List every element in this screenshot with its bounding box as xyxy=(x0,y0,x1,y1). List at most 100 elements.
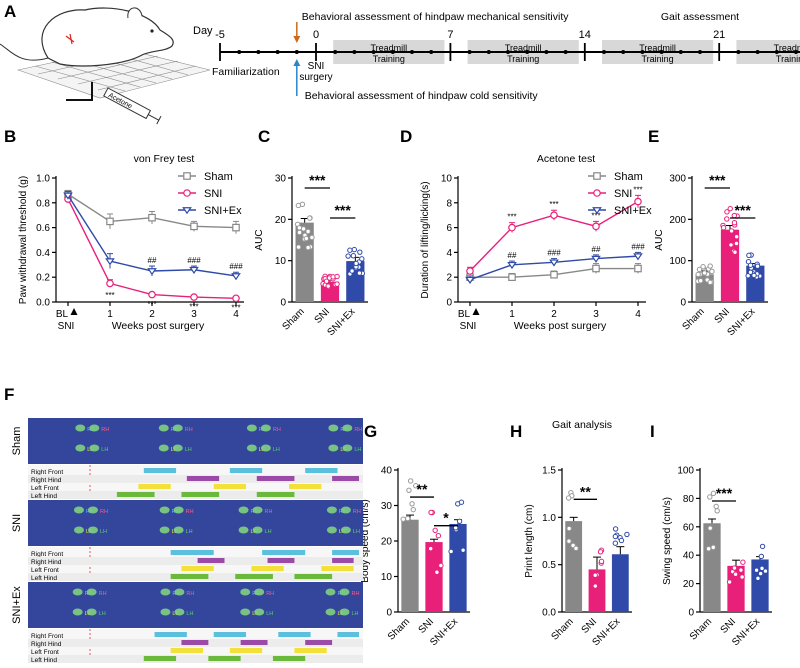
paw-print xyxy=(172,444,183,452)
individual-point xyxy=(566,538,572,544)
panel-letter-a: A xyxy=(4,2,16,21)
data-point xyxy=(147,268,157,276)
significance-label: *** xyxy=(549,200,558,209)
paw-label: LH xyxy=(101,447,108,453)
individual-point xyxy=(612,533,619,540)
y-tick-label: 0.6 xyxy=(36,223,50,234)
individual-point xyxy=(305,244,311,251)
data-point xyxy=(507,261,517,270)
paw-label: LH xyxy=(266,611,273,617)
individual-point xyxy=(400,516,406,522)
individual-point xyxy=(325,283,331,289)
mech-assessment-label: Behavioral assessment of hindpaw mechani… xyxy=(302,11,569,23)
paw-label: RH xyxy=(266,591,274,597)
y-tick-label: 0 xyxy=(446,298,452,309)
footfall-bar xyxy=(294,574,333,579)
paw-print xyxy=(86,588,97,596)
paw-print xyxy=(73,506,84,514)
limb-label: Left Front xyxy=(31,567,59,574)
paw-print xyxy=(72,588,83,596)
individual-point xyxy=(753,567,760,573)
individual-point xyxy=(434,569,440,575)
bar xyxy=(695,274,714,302)
timeline-day-dot xyxy=(333,50,338,54)
y-tick-label: 0.0 xyxy=(542,608,556,619)
x-tick-label: 4 xyxy=(233,309,239,320)
x-tick-label: 3 xyxy=(593,309,599,320)
paw-print xyxy=(238,526,249,534)
surgery-marker-icon xyxy=(472,308,480,315)
gait-group-label: SNI xyxy=(11,514,23,532)
footfall-bar xyxy=(170,574,209,579)
footfall-bar xyxy=(229,648,263,653)
panel-letter-c: C xyxy=(258,127,270,146)
paw-label: LH xyxy=(353,529,360,535)
panel-letter-f: F xyxy=(4,385,14,404)
individual-point xyxy=(307,215,313,221)
data-point xyxy=(508,223,516,232)
significance-label: ** xyxy=(417,481,428,497)
individual-point xyxy=(724,216,730,222)
x-tick-label: SNI xyxy=(719,616,739,636)
individual-point xyxy=(438,562,444,569)
x-tick-label: 4 xyxy=(635,309,641,320)
paw-print xyxy=(86,608,97,616)
y-tick-label: 100 xyxy=(677,466,694,477)
line-chart-b: 0.0 0.2 0.4 0.6 0.8 1.0 Paw withdrawal thresho… xyxy=(18,153,244,332)
paw-print xyxy=(252,506,263,514)
footfall-bar xyxy=(181,640,209,645)
timeline-day-dot xyxy=(352,50,357,54)
paw-print xyxy=(174,608,185,616)
training-label-2: Training xyxy=(776,54,800,64)
panel-letter-g: G xyxy=(364,422,377,441)
paw-print xyxy=(328,444,339,452)
y-tick-label: 10 xyxy=(441,174,453,185)
y-tick-label: 6 xyxy=(446,223,452,234)
limb-row-bg xyxy=(28,557,363,565)
individual-point xyxy=(738,567,744,573)
mouse-body xyxy=(41,7,174,67)
individual-point xyxy=(713,503,719,510)
timeline-day-dot xyxy=(371,50,376,54)
footfall-bar xyxy=(143,656,177,661)
timeline-day-dot xyxy=(602,50,606,54)
y-tick-label: 2 xyxy=(446,273,452,284)
significance-label: ### xyxy=(631,242,645,251)
individual-point xyxy=(731,565,738,571)
timeline-day-number: 14 xyxy=(579,29,591,41)
timeline-day-dot xyxy=(410,50,414,54)
mouse-eye xyxy=(150,29,154,33)
individual-point xyxy=(728,228,735,234)
limb-label: Left Front xyxy=(31,649,59,656)
paw-label: RH xyxy=(353,509,361,515)
individual-point xyxy=(759,565,765,572)
injury-mark xyxy=(65,33,75,45)
footfall-bar xyxy=(181,492,220,497)
paw-print xyxy=(172,424,183,432)
individual-point xyxy=(351,246,358,253)
timeline-day-number: 7 xyxy=(447,29,453,41)
individual-point xyxy=(565,495,572,501)
surgery-label-2: surgery xyxy=(299,72,332,83)
individual-point xyxy=(751,272,757,279)
y-axis-title: Duration of lifting/licking(s) xyxy=(420,181,431,298)
paw-label: LH xyxy=(186,529,193,535)
individual-point xyxy=(323,278,330,284)
data-point xyxy=(634,197,642,206)
footfall-bar xyxy=(251,566,284,571)
y-tick-label: 1.5 xyxy=(542,466,556,477)
individual-point xyxy=(747,269,754,275)
paw-print xyxy=(254,608,265,616)
individual-point xyxy=(350,253,357,259)
y-tick-label: 100 xyxy=(669,256,686,267)
data-point xyxy=(232,294,240,303)
timeline-day-dot xyxy=(429,50,434,54)
paw-print xyxy=(260,424,271,432)
individual-point xyxy=(598,558,605,565)
significance-label: *** xyxy=(309,172,326,188)
y-tick-label: 0.4 xyxy=(36,248,50,259)
paw-label: RH xyxy=(185,427,193,433)
footfall-bar xyxy=(267,558,295,563)
